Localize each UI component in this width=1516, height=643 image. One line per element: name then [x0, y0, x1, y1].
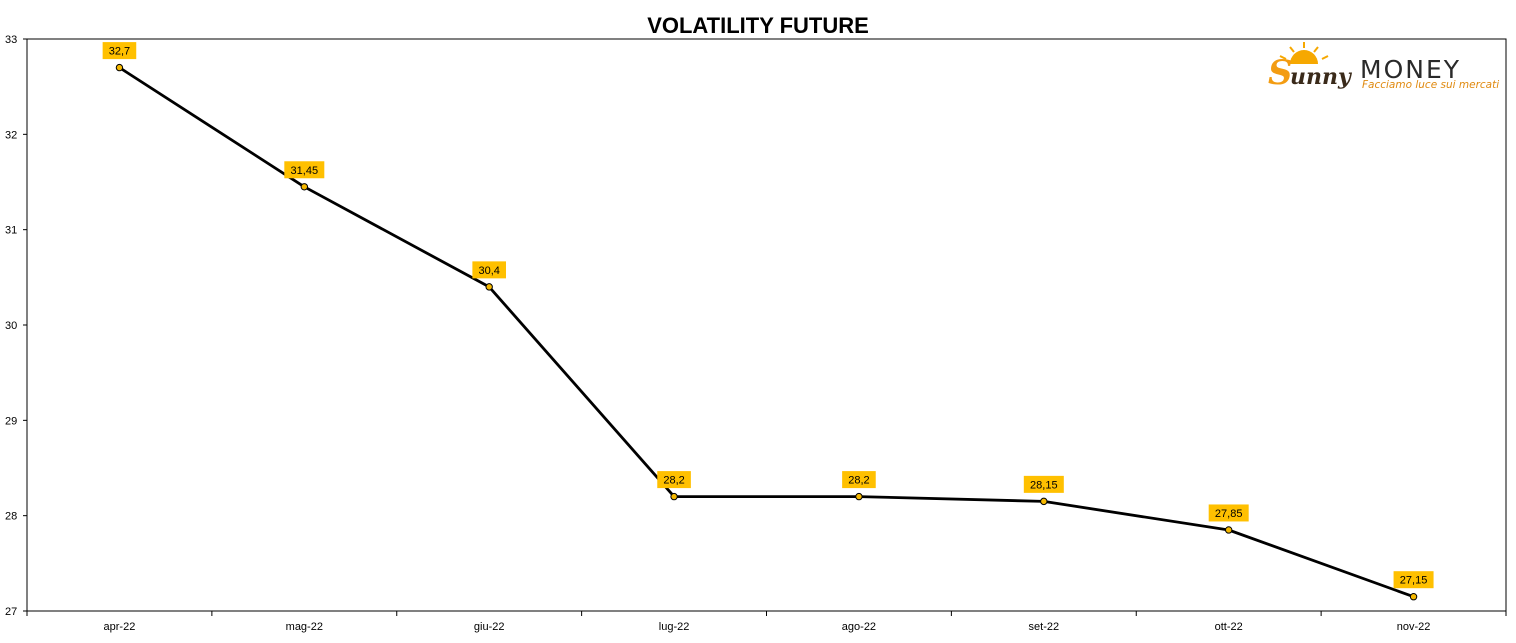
data-label: 27,15 [1393, 571, 1434, 589]
series-line [118, 66, 1415, 599]
data-label-text: 31,45 [291, 165, 319, 177]
y-tick-label: 29 [5, 415, 17, 427]
x-tick-label: lug-22 [659, 621, 690, 633]
data-label-bg [842, 471, 876, 489]
y-tick-label: 27 [5, 606, 17, 618]
x-tick-label: mag-22 [286, 621, 323, 633]
x-axis: apr-22 mag-22 giu-22 lug-22 ago-22 set-22 ott-… [26, 611, 1507, 633]
x-tick-label: ago-22 [842, 621, 876, 633]
data-label: 28,2 [842, 471, 876, 489]
y-tick-label: 31 [5, 225, 17, 237]
x-tick-label: ott-22 [1215, 621, 1243, 633]
data-label-text: 32,7 [109, 46, 130, 58]
data-label-bg [1208, 504, 1249, 522]
data-label: 27,85 [1208, 504, 1249, 522]
series-line-group [118, 66, 1415, 599]
data-label-bg [1023, 475, 1064, 493]
data-label-text: 28,15 [1030, 479, 1058, 491]
plot-area [26, 38, 1507, 612]
x-tick-label: giu-22 [474, 621, 505, 633]
x-tick-label: set-22 [1029, 621, 1060, 633]
data-label-text: 28,2 [663, 475, 684, 487]
sunny-money-logo: S unny MONEY Facciamo luce sui mercati [1268, 42, 1499, 93]
y-axis: 27 28 29 30 31 32 33 [5, 34, 27, 618]
data-label-bg [657, 471, 691, 489]
data-label: 31,45 [284, 161, 325, 179]
markers-group [115, 63, 1418, 601]
data-label-text: 30,4 [478, 265, 499, 277]
data-point [485, 283, 493, 291]
data-label: 28,15 [1023, 475, 1064, 493]
data-point [855, 492, 863, 501]
data-point [670, 492, 678, 501]
data-point [1040, 497, 1048, 506]
chart-title: VOLATILITY FUTURE [647, 13, 869, 38]
data-labels-group: 32,7 31,45 30,4 28,2 28,2 28,15 27,85 27,15 [102, 42, 1434, 589]
data-point [1409, 593, 1418, 601]
data-point [300, 183, 309, 191]
logo-brand-word: unny [1290, 64, 1353, 90]
data-label-bg [472, 261, 506, 279]
plot-border [26, 38, 1507, 612]
y-tick-label: 30 [5, 320, 17, 332]
data-label: 32,7 [102, 42, 137, 60]
data-label: 28,2 [657, 471, 691, 489]
data-point [115, 63, 124, 72]
data-label-text: 27,85 [1215, 508, 1243, 520]
data-point [1224, 526, 1233, 534]
data-label-bg [102, 42, 137, 60]
y-tick-label: 33 [5, 34, 17, 46]
x-tick-label: apr-22 [104, 621, 136, 633]
y-tick-label: 32 [5, 129, 17, 141]
data-label-bg [1393, 571, 1434, 589]
x-tick-label: nov-22 [1397, 621, 1431, 633]
data-label-text: 27,15 [1400, 575, 1428, 587]
sun-icon [1279, 42, 1329, 64]
data-label: 30,4 [472, 261, 506, 279]
logo-tagline: Facciamo luce sui mercati [1362, 79, 1499, 91]
logo-money-word: MONEY [1360, 55, 1461, 84]
data-label-text: 28,2 [848, 475, 869, 487]
logo-initial: S [1268, 53, 1293, 93]
y-tick-label: 28 [5, 511, 17, 523]
data-label-bg [284, 161, 325, 179]
